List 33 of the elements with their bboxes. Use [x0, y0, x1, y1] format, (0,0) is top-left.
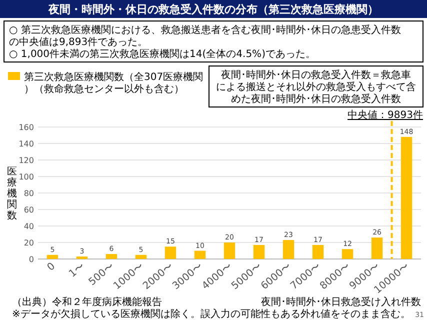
legend-label: 第三次救急医療機関数（全307医療機関）（救命救急センター以外も含む）	[24, 71, 204, 95]
y-tick-label: 80	[24, 189, 34, 198]
y-tick-label: 160	[18, 123, 34, 132]
text: ○ 第三次救急医療機関における、救急搬送患者を含む夜間･時間外･休日の急患受入件数の中央値は9,893件であった。	[9, 24, 401, 48]
bar	[135, 254, 147, 259]
bar	[342, 249, 354, 259]
bar	[282, 240, 294, 259]
text: （出典）令和２年度病床機能報告	[12, 296, 162, 308]
y-tick-label: 120	[18, 156, 34, 165]
y-tick-label: 60	[24, 206, 34, 214]
y-tick-label: 140	[18, 140, 34, 148]
x-tick-label: 1〜	[67, 260, 87, 280]
bar	[253, 244, 265, 259]
bar	[46, 254, 58, 259]
y-tick-label: 100	[18, 172, 34, 182]
bar	[312, 244, 324, 259]
bar	[164, 246, 176, 259]
bar	[224, 242, 236, 259]
y-tick-label: 0	[28, 255, 34, 264]
bar	[194, 250, 206, 259]
x-tick-label: 0	[45, 260, 58, 274]
bar	[106, 254, 118, 259]
x-axis-title: 夜間･時間外･休日救急受け入れ件数	[261, 296, 421, 308]
text: ○ 1,000件未満の第三次救急医療機関は14(全体の4.5%)であった。	[9, 48, 316, 60]
ref-line-label: 中央値：9893件	[348, 109, 423, 121]
text: 夜間･時間外･休日の救急受入件数＝救急車による搬送とそれ以外の救急受入もすべて含めた夜間･時間外･休日の救急受入件数	[216, 69, 416, 105]
bar	[371, 238, 383, 259]
y-tick-label: 20	[24, 238, 34, 248]
y-axis-title: 医療機関数	[7, 166, 17, 222]
chart-title: 夜間・時間外・休日の救急受入件数の分布（第三次救急医療機関）	[48, 3, 378, 16]
text: ※データが欠損している医療機関は除く。誤入力の可能性もある外れ値をそのまま含む。	[12, 308, 410, 320]
bar	[400, 136, 412, 259]
y-tick-label: 40	[24, 222, 34, 231]
